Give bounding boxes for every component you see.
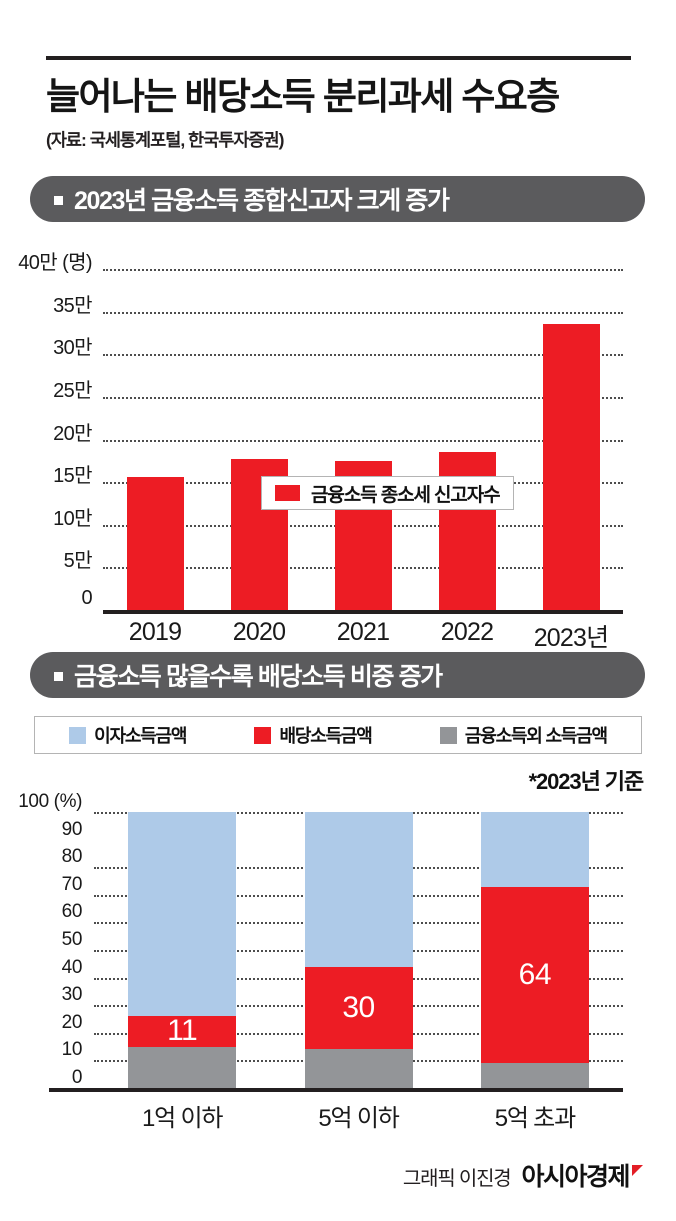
y-tick-label: 30 — [61, 984, 83, 1006]
legend-swatch-dividend — [254, 726, 272, 744]
legend-swatch-interest — [69, 726, 87, 744]
chart1-legend: 금융소득 종소세 신고자수 — [261, 476, 514, 510]
square-bullet-icon — [54, 671, 63, 681]
legend-label-filers: 금융소득 종소세 신고자수 — [311, 484, 501, 506]
y-tick-label: 60 — [61, 901, 83, 923]
chart1-y-axis-labels: 40만 (명) 35만 30만 25만 20만 15만 10만 5만 0 — [0, 252, 98, 613]
bar — [542, 324, 600, 610]
legend-item-dividend: 배당소득금액 — [254, 722, 373, 748]
gridline — [103, 269, 623, 271]
gridline — [103, 439, 623, 442]
chart2-annotation: *2023년 기준 — [528, 769, 645, 794]
bar-segment — [480, 1063, 589, 1088]
x-tick-label: 2023년 — [533, 624, 609, 652]
gridline — [103, 396, 623, 399]
bar-segment — [128, 812, 237, 1017]
bar-segment — [480, 812, 589, 887]
y-tick-label: 40 — [61, 956, 83, 978]
y-tick-label: 0 — [71, 1067, 83, 1088]
brand-name: 아시아경제 — [521, 1163, 630, 1191]
y-tick-label: 90 — [61, 818, 83, 840]
section-header-1-label: 2023년 금융소득 종합신고자 크게 증가 — [74, 187, 450, 215]
section-header-2-label: 금융소득 많을수록 배당소득 비중 증가 — [74, 663, 443, 691]
chart-income-composition: 이자소득금액 배당소득금액 금융소득외 소득금액 *2023년 기준 100 (… — [0, 716, 676, 1146]
y-tick-label: 20 — [61, 1011, 83, 1033]
y-tick-label: 0 — [81, 587, 92, 609]
bar-value-label: 64 — [518, 957, 552, 991]
legend-swatch-filers — [275, 485, 300, 501]
y-tick-label: 40만 (명) — [18, 252, 92, 274]
bar-segment — [128, 1046, 237, 1088]
gridline — [103, 311, 623, 314]
legend-swatch-other — [439, 726, 457, 744]
y-tick-label: 25만 — [53, 379, 92, 402]
bar — [126, 477, 184, 610]
square-bullet-icon — [54, 195, 63, 205]
y-tick-label: 35만 — [53, 294, 92, 317]
bar-segment — [304, 1049, 413, 1088]
graphic-credit: 그래픽 이진경 — [402, 1168, 512, 1190]
bar-value-label: 30 — [342, 990, 375, 1024]
page-title: 늘어나는 배당소득 분리과세 수요층 — [46, 76, 560, 117]
chart-annual-filers: 40만 (명) 35만 30만 25만 20만 15만 10만 5만 0 2019 2020 202… — [0, 236, 676, 652]
x-tick-label: 2019 — [128, 618, 182, 646]
x-tick-label: 2022 — [440, 618, 494, 646]
x-tick-label: 1억 이하 — [142, 1105, 223, 1132]
section-header-1: 2023년 금융소득 종합신고자 크게 증가 — [30, 176, 645, 222]
top-divider — [46, 56, 631, 60]
chart2-x-axis-line — [49, 1088, 623, 1092]
chart1-x-axis-labels: 2019 2020 2021 2022 2023년 — [103, 618, 623, 652]
y-tick-label: 10만 — [53, 507, 92, 530]
chart2-x-axis-labels: 1억 이하 5억 이하 5억 초과 — [94, 1098, 623, 1132]
chart1-bars — [103, 269, 623, 610]
legend-label-interest: 이자소득금액 — [94, 726, 187, 746]
y-tick-label: 30만 — [53, 337, 92, 360]
y-tick-label: 50 — [61, 929, 83, 950]
bar-segment: 64 — [480, 886, 589, 1064]
legend-label-other: 금융소득외 소득금액 — [464, 726, 608, 746]
footer-credit: 그래픽 이진경 아시아경제 — [403, 1157, 643, 1193]
x-tick-label: 2020 — [232, 618, 286, 646]
bar-segment: 30 — [304, 966, 413, 1050]
bar-segment — [304, 812, 413, 967]
chart2-y-axis-labels: 100 (%) 90 80 70 60 50 40 30 20 10 0 — [0, 791, 88, 1088]
y-tick-label: 10 — [61, 1039, 83, 1061]
x-tick-label: 5억 초과 — [494, 1105, 576, 1132]
y-tick-label: 20만 — [53, 422, 92, 445]
legend-item-interest: 이자소득금액 — [69, 722, 187, 748]
chart1-x-axis-line — [103, 610, 623, 614]
stacked-bar: 30 — [304, 812, 413, 1088]
section-header-2: 금융소득 많을수록 배당소득 비중 증가 — [30, 652, 645, 698]
chart2-stacked-bars: 11 30 64 — [94, 812, 623, 1088]
x-tick-label: 2021 — [336, 618, 390, 646]
chart2-legend: 이자소득금액 배당소득금액 금융소득외 소득금액 — [34, 716, 642, 754]
y-tick-label: 70 — [61, 873, 83, 895]
bar-segment: 11 — [128, 1014, 237, 1048]
x-tick-label: 5억 이하 — [318, 1105, 399, 1132]
gridline — [103, 354, 623, 357]
stacked-bar: 64 — [480, 812, 589, 1088]
legend-item-other: 금융소득외 소득금액 — [439, 722, 608, 748]
legend-label-dividend: 배당소득금액 — [279, 726, 372, 746]
y-tick-label: 15만 — [53, 465, 92, 488]
source-note: (자료: 국세통계포털, 한국투자증권) — [46, 130, 284, 150]
bar-value-label: 11 — [167, 1014, 198, 1048]
y-tick-label: 80 — [61, 846, 83, 868]
brand-mark-icon — [632, 1165, 643, 1176]
stacked-bar: 11 — [128, 812, 237, 1088]
y-tick-label: 100 (%) — [18, 791, 82, 812]
y-tick-label: 5만 — [63, 550, 93, 573]
